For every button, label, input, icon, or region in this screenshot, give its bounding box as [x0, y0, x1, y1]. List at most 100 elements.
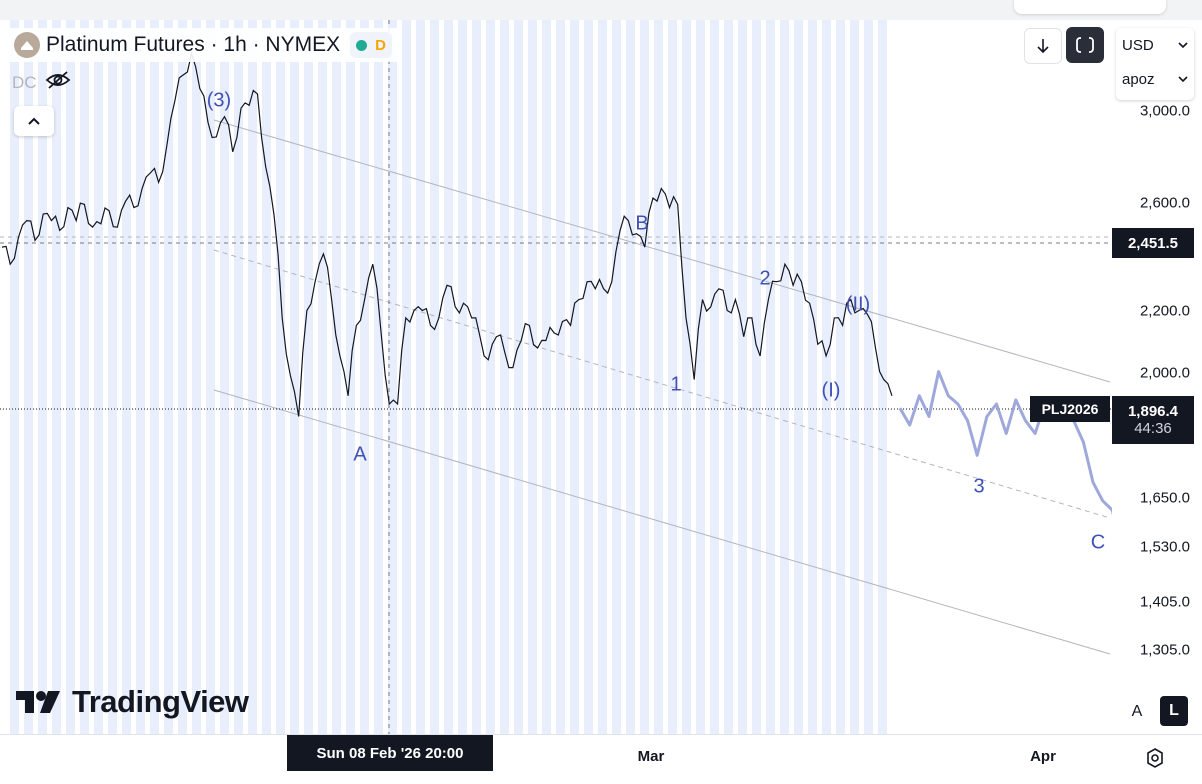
chart-settings-button[interactable] [1142, 745, 1168, 771]
session-band [780, 20, 789, 734]
session-band [206, 20, 215, 734]
price-tick: 1,405.0 [1139, 593, 1190, 611]
session-band [192, 20, 201, 734]
currency-unit-panel[interactable]: USD apoz [1116, 28, 1194, 100]
session-band [822, 20, 831, 734]
symbol-legend[interactable]: Platinum Futures · 1h · NYMEX D [8, 28, 398, 62]
unit-value: apoz [1122, 70, 1155, 88]
projection-path [898, 370, 1112, 516]
price-tick: 1,305.0 [1139, 641, 1190, 659]
indicator-label[interactable]: DC [12, 72, 37, 92]
session-band [52, 20, 61, 734]
current-price-tag: 1,896.4 44:36 [1112, 396, 1194, 444]
wave-label-c: C [1090, 531, 1106, 554]
session-band [486, 20, 495, 734]
wave-label-b: B [635, 212, 649, 235]
time-label-apr: Apr [1030, 748, 1056, 765]
session-band [290, 20, 299, 734]
session-band [388, 20, 397, 734]
session-band [864, 20, 873, 734]
data-delay-badge: D [375, 36, 386, 54]
price-tick: 2,200.0 [1139, 302, 1190, 320]
session-band [724, 20, 733, 734]
session-band [458, 20, 467, 734]
session-band [528, 20, 537, 734]
session-band [514, 20, 523, 734]
session-band [220, 20, 229, 734]
wave-label-1: 1 [670, 373, 682, 396]
session-band [374, 20, 383, 734]
arrow-down-icon [1037, 39, 1049, 54]
session-band [276, 20, 285, 734]
price-tick: 2,000.0 [1139, 364, 1190, 382]
session-band [108, 20, 117, 734]
session-band [66, 20, 75, 734]
session-band [626, 20, 635, 734]
wave-label-2: 2 [759, 267, 771, 290]
price-tick: 1,650.0 [1139, 489, 1190, 507]
session-band [178, 20, 187, 734]
currency-select[interactable]: USD [1116, 28, 1194, 62]
wave-label-ii-paren: (II) [845, 293, 871, 316]
symbol-logo-icon [14, 32, 40, 58]
chevron-down-icon [1178, 76, 1188, 83]
unit-select[interactable]: apoz [1116, 62, 1194, 96]
trendline-channel [213, 119, 1111, 655]
price-tick: 3,000.0 [1139, 102, 1190, 120]
market-status[interactable]: D [350, 32, 392, 58]
session-band [318, 20, 327, 734]
session-band [598, 20, 607, 734]
session-band [612, 20, 621, 734]
market-open-dot-icon [356, 39, 368, 51]
price-series-line [1, 51, 893, 417]
session-band [94, 20, 103, 734]
session-band [430, 20, 439, 734]
session-band [136, 20, 145, 734]
download-button[interactable] [1024, 28, 1062, 64]
session-band [570, 20, 579, 734]
wave-label-i-paren: (I) [821, 379, 841, 402]
indicator-row[interactable]: DC [12, 70, 71, 95]
fullscreen-button[interactable] [1066, 27, 1104, 63]
session-band [234, 20, 243, 734]
symbol-title[interactable]: Platinum Futures · 1h · NYMEX [46, 33, 341, 56]
chevron-down-icon [1178, 42, 1188, 49]
session-band [24, 20, 33, 734]
session-band [710, 20, 719, 734]
eye-hidden-icon[interactable] [45, 70, 71, 95]
session-band [346, 20, 355, 734]
session-band [150, 20, 159, 734]
price-axis[interactable]: 3,000.0 2,600.0 2,200.0 2,000.0 1,650.0 … [1112, 20, 1202, 734]
session-band [668, 20, 677, 734]
symbol-tag: PLJ2026 [1030, 396, 1110, 422]
session-band [766, 20, 775, 734]
channel-lower-line [213, 389, 1111, 655]
session-band [808, 20, 817, 734]
price-chart-canvas[interactable] [0, 20, 1112, 734]
log-scale-button[interactable]: L [1160, 696, 1188, 726]
currency-value: USD [1122, 36, 1154, 54]
session-bands [10, 20, 887, 734]
session-band [640, 20, 649, 734]
channel-mid-line [213, 249, 1111, 519]
session-band [122, 20, 131, 734]
session-band [402, 20, 411, 734]
session-band [794, 20, 803, 734]
session-band [696, 20, 705, 734]
session-band [444, 20, 453, 734]
session-band [262, 20, 271, 734]
wave-label-3: 3 [973, 475, 985, 498]
bar-countdown: 44:36 [1134, 420, 1172, 437]
session-band [304, 20, 313, 734]
session-band [738, 20, 747, 734]
fullscreen-icon [1076, 36, 1094, 54]
time-axis[interactable]: Sun 08 Feb '26 20:00 Mar Apr [0, 734, 1202, 784]
session-band [836, 20, 845, 734]
collapse-legend-button[interactable] [14, 106, 54, 136]
session-band [248, 20, 257, 734]
chart-pane[interactable] [0, 20, 1112, 734]
session-band [542, 20, 551, 734]
session-band [416, 20, 425, 734]
tradingview-logo[interactable]: TradingView [16, 684, 249, 720]
auto-scale-button[interactable]: A [1124, 697, 1150, 727]
